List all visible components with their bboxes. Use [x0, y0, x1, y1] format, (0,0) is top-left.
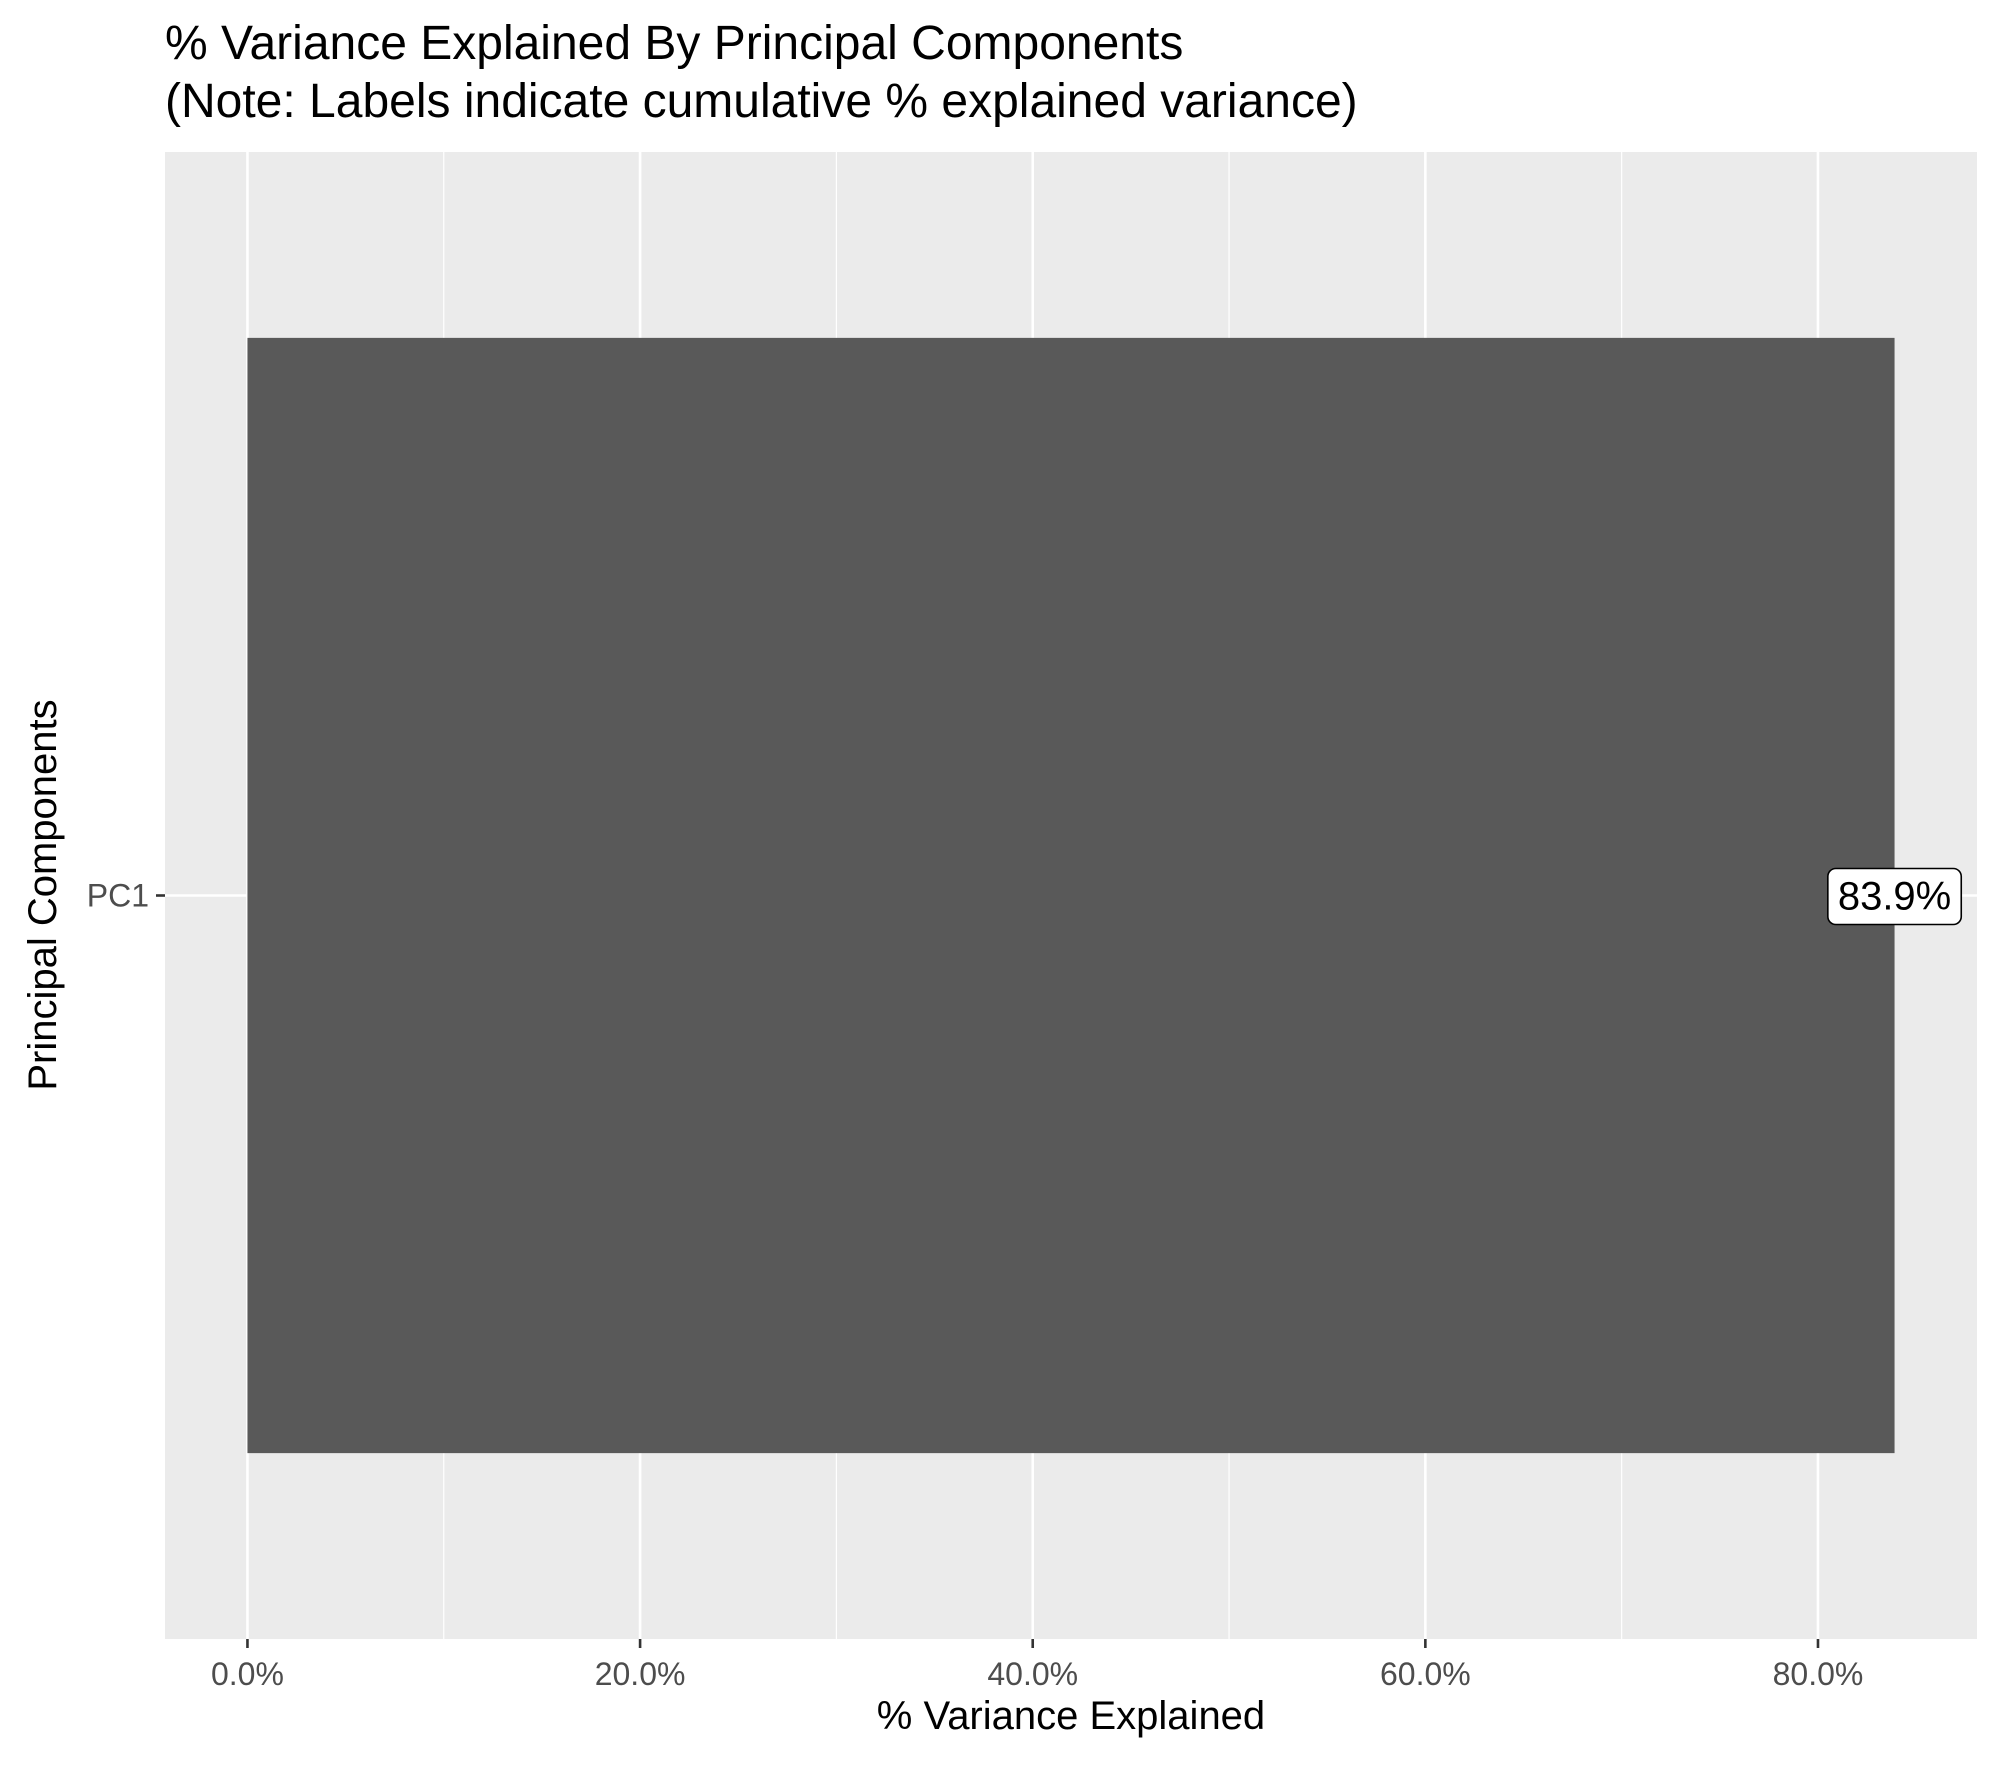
- data-label: 83.9%: [1838, 875, 1951, 919]
- x-tick-label: 80.0%: [1773, 1656, 1864, 1692]
- y-axis-title: Principal Components: [21, 699, 65, 1090]
- x-tick-label: 0.0%: [211, 1656, 284, 1692]
- x-tick-label: 60.0%: [1380, 1656, 1471, 1692]
- y-axis: PC1: [87, 878, 165, 914]
- y-tick-label: PC1: [87, 878, 149, 914]
- x-axis-title: % Variance Explained: [877, 1694, 1265, 1738]
- chart-subtitle: (Note: Labels indicate cumulative % expl…: [165, 75, 1358, 128]
- bars: [247, 337, 1895, 1454]
- data-label-box: [1827, 867, 1963, 926]
- x-tick-label: 40.0%: [987, 1656, 1078, 1692]
- x-axis: 0.0% 20.0% 40.0% 60.0% 80.0%: [211, 1639, 1863, 1692]
- chart-title: % Variance Explained By Principal Compon…: [165, 17, 1183, 70]
- bar: [247, 337, 1895, 1454]
- x-tick-label: 20.0%: [595, 1656, 686, 1692]
- data-labels: 83.9%: [1827, 867, 1963, 926]
